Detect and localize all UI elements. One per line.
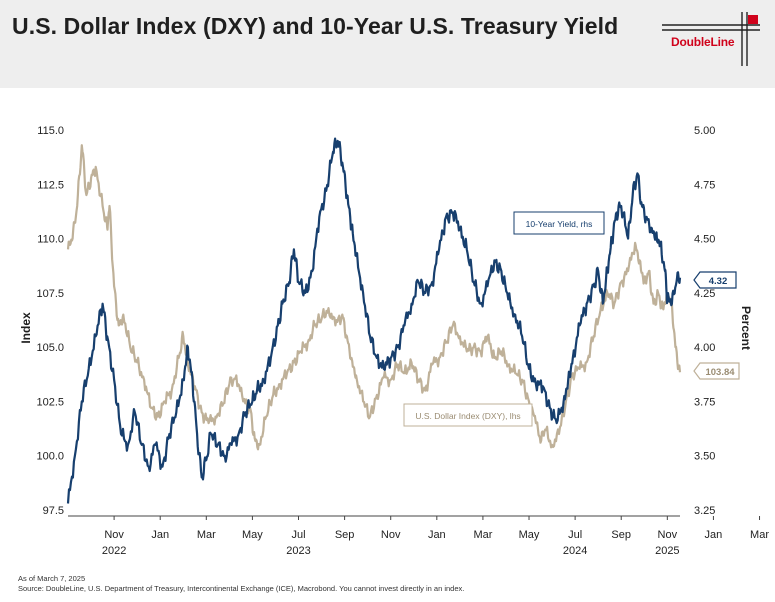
- x-tick-label: Sep: [611, 529, 631, 541]
- x-tick-label: May: [242, 529, 263, 541]
- logo-lines-icon: [662, 12, 760, 66]
- left-tick-label: 115.0: [37, 125, 64, 137]
- left-tick-label: 107.5: [36, 288, 64, 300]
- x-tick-label: May: [519, 529, 540, 541]
- end-value-dxy: 103.84: [705, 367, 735, 378]
- right-tick-label: 3.50: [694, 451, 715, 463]
- right-tick-label: 4.50: [694, 234, 715, 246]
- legend-yield-label: 10-Year Yield, rhs: [526, 219, 593, 229]
- right-tick-label: 3.25: [694, 505, 715, 517]
- as-of-date: As of March 7, 2025: [18, 574, 86, 583]
- x-year-label: 2023: [286, 545, 310, 557]
- x-tick-label: Jul: [568, 529, 582, 541]
- x-year-label: 2024: [563, 545, 587, 557]
- x-tick-label: Mar: [750, 529, 769, 541]
- x-tick-label: Nov: [381, 529, 401, 541]
- left-axis-title: Index: [19, 312, 33, 344]
- x-tick-label: Sep: [335, 529, 355, 541]
- right-tick-label: 5.00: [694, 125, 715, 137]
- x-tick-label: Nov: [104, 529, 124, 541]
- right-tick-label: 3.75: [694, 396, 715, 408]
- left-tick-label: 105.0: [36, 342, 64, 354]
- doubleline-logo: DoubleLine: [662, 12, 760, 66]
- left-tick-label: 112.5: [37, 179, 64, 191]
- x-tick-label: Mar: [473, 529, 492, 541]
- legend-yield: 10-Year Yield, rhs: [513, 211, 605, 235]
- x-tick-label: Jan: [428, 529, 446, 541]
- left-tick-label: 110.0: [37, 234, 64, 246]
- x-year-label: 2022: [102, 545, 126, 557]
- footer-notes: As of March 7, 2025 Source: DoubleLine, …: [18, 574, 464, 594]
- x-tick-label: Nov: [658, 529, 678, 541]
- x-axis: Nov Jan Mar May Jul Sep Nov Jan Mar May Jul Sep Nov J…: [68, 515, 769, 557]
- legend-dxy: U.S. Dollar Index (DXY), lhs: [403, 403, 533, 427]
- x-tick-label: Jan: [151, 529, 169, 541]
- series-line-yield: [66, 137, 682, 504]
- left-tick-label: 102.5: [36, 396, 64, 408]
- right-axis-ticks: 3.25 3.50 3.75 4.00 4.25 4.50 4.75 5.00: [694, 125, 715, 517]
- right-tick-label: 4.75: [694, 179, 715, 191]
- left-axis-ticks: 97.5 100.0 102.5 105.0 107.5 110.0 112.5 115.0: [36, 125, 64, 517]
- end-label-dxy: 103.84: [693, 362, 740, 380]
- right-tick-label: 4.00: [694, 342, 715, 354]
- legend-dxy-label: U.S. Dollar Index (DXY), lhs: [415, 411, 520, 421]
- right-axis-title: Percent: [739, 306, 753, 350]
- x-tick-label: Jul: [291, 529, 305, 541]
- source-note: Source: DoubleLine, U.S. Department of T…: [18, 584, 465, 593]
- right-tick-label: 4.25: [694, 288, 715, 300]
- left-tick-label: 100.0: [36, 451, 64, 463]
- left-tick-label: 97.5: [43, 505, 64, 517]
- page-title: U.S. Dollar Index (DXY) and 10-Year U.S.…: [12, 13, 619, 39]
- logo-text: DoubleLine: [671, 35, 735, 49]
- x-tick-label: Mar: [197, 529, 216, 541]
- series-line-dxy: [66, 144, 682, 451]
- end-label-yield: 4.32: [693, 271, 737, 289]
- header-bar: U.S. Dollar Index (DXY) and 10-Year U.S.…: [0, 0, 775, 88]
- x-tick-label: Jan: [705, 529, 723, 541]
- dxy-yield-chart: 97.5100.0102.5105.0107.5110.0112.5115.0 …: [19, 125, 769, 557]
- end-value-yield: 4.32: [709, 276, 728, 287]
- x-year-label: 2025: [655, 545, 679, 557]
